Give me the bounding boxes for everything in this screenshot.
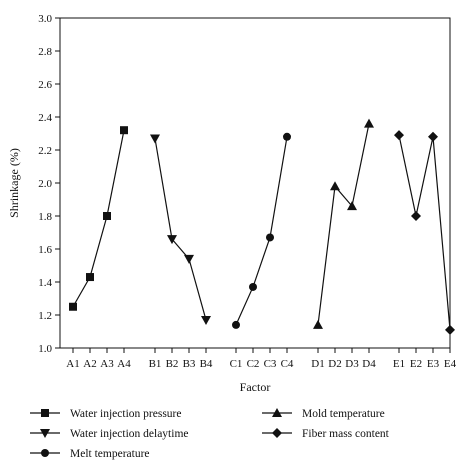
x-tick-label: A2	[83, 358, 96, 370]
x-axis-title: Factor	[240, 380, 271, 394]
legend-label: Melt temperature	[70, 448, 150, 460]
plot-series	[69, 118, 455, 335]
x-tick-label: E4	[444, 358, 457, 370]
data-point-circle	[232, 320, 240, 329]
data-point-triangle-down	[167, 235, 177, 245]
data-point-diamond	[445, 324, 455, 335]
x-tick-label: A3	[100, 358, 114, 370]
plot-frame	[59, 17, 451, 349]
x-tick-label: B4	[200, 358, 213, 370]
x-tick-label: D4	[362, 358, 376, 370]
y-tick-label: 1.6	[38, 244, 52, 256]
y-tick-label: 2.8	[38, 46, 52, 58]
legend-marker-square	[41, 409, 49, 417]
series-line	[154, 138, 207, 321]
legend-label: Water injection pressure	[70, 408, 181, 420]
data-point-circle	[249, 282, 257, 291]
legend-label: Water injection delaytime	[70, 428, 189, 440]
legend-marker-circle	[41, 449, 49, 457]
data-point-triangle-down	[184, 254, 194, 264]
x-tick-label: C4	[281, 358, 294, 370]
x-tick-label: A4	[117, 358, 131, 370]
data-point-circle	[283, 132, 291, 141]
data-point-circle	[266, 233, 274, 242]
legend-item: Melt temperature	[30, 448, 150, 460]
y-tick-label: 2.0	[38, 178, 52, 190]
data-point-triangle-up	[364, 118, 374, 128]
y-tick-label: 2.2	[38, 145, 52, 157]
legend-label: Fiber mass content	[302, 428, 390, 440]
y-tick-label: 3.0	[38, 13, 52, 25]
series-triangle-up	[313, 118, 374, 329]
series-diamond	[394, 130, 455, 335]
y-tick-label: 1.4	[38, 277, 52, 289]
series-circle	[232, 132, 291, 329]
x-tick-label: B2	[166, 358, 179, 370]
y-tick-label: 1.8	[38, 211, 52, 223]
y-axis: 1.0 1.2 1.4 1.6 1.8 2.0 2.2 2.4 2.6 2.8 3.0	[38, 13, 60, 355]
x-tick-label: C2	[247, 358, 260, 370]
data-point-diamond	[394, 130, 404, 141]
legend-marker-triangle-down	[40, 429, 50, 438]
data-point-diamond	[411, 211, 421, 221]
x-tick-label: D2	[328, 358, 341, 370]
legend-item: Water injection pressure	[30, 408, 181, 420]
x-tick-label: D1	[311, 358, 324, 370]
x-axis: A1 A2 A3 A4 B1 B2 B3 B4 C1 C2 C3 C4 D1 D2 D3 D4 E1 E2 E3 E4	[66, 348, 457, 370]
data-point-triangle-up	[347, 201, 357, 211]
x-tick-label: E2	[410, 358, 422, 370]
x-tick-label: E3	[427, 358, 440, 370]
x-tick-label: C3	[264, 358, 277, 370]
data-point-triangle-down	[150, 134, 160, 144]
y-tick-label: 2.4	[38, 112, 52, 124]
y-tick-label: 1.0	[38, 343, 52, 355]
data-point-triangle-up	[330, 181, 340, 191]
data-point-square	[120, 126, 128, 135]
x-tick-label: A1	[66, 358, 79, 370]
legend: Water injection pressure Water injection …	[30, 408, 390, 460]
x-tick-label: C1	[230, 358, 243, 370]
x-tick-label: E1	[393, 358, 405, 370]
x-tick-label: B1	[149, 358, 162, 370]
data-point-diamond	[428, 131, 438, 142]
data-point-square	[69, 302, 77, 311]
legend-item: Fiber mass content	[262, 428, 390, 440]
series-triangle-down	[150, 134, 211, 325]
x-tick-label: B3	[183, 358, 196, 370]
legend-label: Mold temperature	[302, 408, 385, 420]
series-square	[69, 126, 128, 311]
legend-item: Water injection delaytime	[30, 428, 189, 440]
legend-marker-diamond	[272, 428, 282, 438]
data-point-square	[86, 273, 94, 282]
legend-marker-triangle-up	[272, 408, 282, 417]
data-point-triangle-down	[201, 315, 211, 325]
series-line	[398, 135, 451, 330]
y-tick-label: 1.2	[38, 310, 52, 322]
legend-item: Mold temperature	[262, 408, 385, 420]
y-tick-label: 2.6	[38, 79, 52, 91]
series-line	[72, 130, 125, 308]
series-line	[317, 123, 370, 325]
data-point-square	[103, 212, 111, 220]
series-line	[235, 136, 288, 326]
y-axis-title: Shrinkage (%)	[7, 148, 21, 218]
data-point-triangle-up	[313, 319, 323, 329]
x-tick-label: D3	[345, 358, 359, 370]
